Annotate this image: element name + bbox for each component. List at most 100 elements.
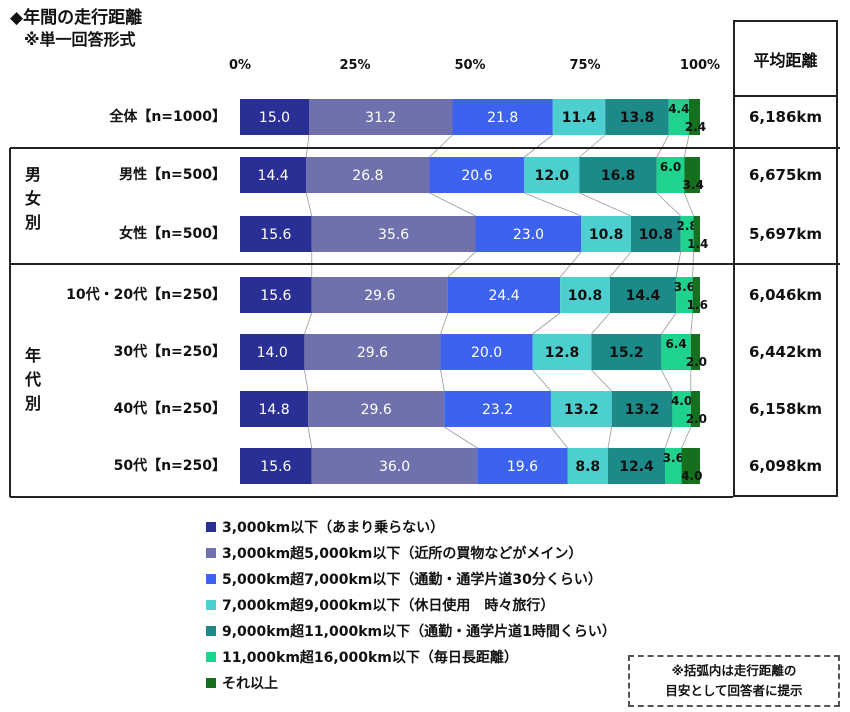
bar-segment xyxy=(680,216,694,252)
bar-segment xyxy=(631,216,681,252)
bar-segment xyxy=(690,334,700,370)
average-distance-total: 6,186km xyxy=(748,108,823,126)
legend-item: 11,000km超16,000km以下（毎日長距離） xyxy=(206,644,616,670)
data-label: 8.8 xyxy=(575,459,600,475)
data-label: 12.4 xyxy=(619,459,654,475)
series-connector-line xyxy=(661,369,673,392)
bar-segment xyxy=(684,157,700,193)
category-label-male: 男性【n=500】 xyxy=(119,167,226,183)
data-label: 10.8 xyxy=(589,227,624,243)
bar-segment xyxy=(668,99,689,135)
category-label-age-50: 50代【n=250】 xyxy=(113,458,226,474)
average-distance-female: 5,697km xyxy=(748,225,823,243)
data-label: 6.4 xyxy=(665,337,686,351)
category-label-female: 女性【n=500】 xyxy=(119,226,226,242)
data-label: 15.0 xyxy=(259,110,290,126)
bar-segment xyxy=(475,216,582,252)
data-label: 29.6 xyxy=(361,402,392,418)
bar-segment xyxy=(552,99,606,135)
legend-item: 7,000km超9,000km以下（休日使用 時々旅行） xyxy=(206,592,616,618)
bar-segment xyxy=(692,277,700,313)
x-tick-75: 75% xyxy=(569,58,601,73)
group-char: 別 xyxy=(24,213,41,232)
data-label: 2.8 xyxy=(676,219,697,233)
series-connector-line xyxy=(656,192,681,217)
group-char: 代 xyxy=(24,370,41,389)
bar-segment xyxy=(550,391,612,427)
legend-swatch xyxy=(206,574,216,584)
bar-segment xyxy=(661,334,691,370)
data-label: 14.4 xyxy=(258,168,289,184)
data-label: 36.0 xyxy=(379,459,410,475)
series-connector-line xyxy=(656,134,670,158)
bar-segment xyxy=(581,216,631,252)
bar-segment xyxy=(429,157,525,193)
data-label: 4.0 xyxy=(681,469,702,483)
bar-segment xyxy=(447,277,561,313)
bar-segment xyxy=(656,157,685,193)
series-connector-line xyxy=(307,426,313,449)
bar-segment xyxy=(477,448,568,484)
data-label: 29.6 xyxy=(357,345,388,361)
bar-segment xyxy=(306,157,430,193)
group-char: 男 xyxy=(24,165,41,184)
data-label: 12.8 xyxy=(545,345,580,361)
data-label: 6.0 xyxy=(660,160,681,174)
series-connector-line xyxy=(429,134,453,158)
legend-label: 11,000km超16,000km以下（毎日長距離） xyxy=(222,650,518,666)
data-label: 3.6 xyxy=(663,451,684,465)
bar-segment xyxy=(452,99,553,135)
series-connector-line xyxy=(532,369,552,392)
data-label: 23.0 xyxy=(513,227,544,243)
series-connector-line xyxy=(579,192,632,217)
bar-segment xyxy=(591,334,662,370)
bar-segment xyxy=(681,448,700,484)
bar-segment xyxy=(311,448,478,484)
average-distance-male: 6,675km xyxy=(748,166,823,184)
bar-segment xyxy=(240,391,309,427)
legend-swatch xyxy=(206,626,216,636)
average-distance-age-50: 6,098km xyxy=(748,457,823,475)
category-label-age-10-20: 10代・20代【n=250】 xyxy=(66,287,226,303)
series-connector-line xyxy=(579,134,606,158)
x-tick-50: 50% xyxy=(454,58,486,73)
footnote-box: ※括弧内は走行距離の 目安として回答者に提示 xyxy=(628,655,840,707)
data-label: 13.2 xyxy=(625,402,660,418)
legend-item: 9,000km超11,000km以下（通勤・通学片道1時間くらい） xyxy=(206,618,616,644)
bar-segment xyxy=(240,99,309,135)
bar-segment xyxy=(690,391,700,427)
bar-segment xyxy=(444,391,551,427)
legend-label: それ以上 xyxy=(222,676,278,692)
bar-segment xyxy=(560,277,610,313)
bar-segment xyxy=(309,99,453,135)
group-char: 別 xyxy=(24,394,41,413)
data-label: 16.8 xyxy=(601,168,636,184)
data-label: 4.0 xyxy=(671,394,692,408)
bar-segment xyxy=(524,157,580,193)
data-label: 15.6 xyxy=(260,288,291,304)
data-label: 31.2 xyxy=(365,110,396,126)
x-tick-25: 25% xyxy=(339,58,371,73)
legend-label: 5,000km超7,000km以下（通勤・通学片道30分くらい） xyxy=(222,572,602,588)
bar-segment xyxy=(240,277,312,313)
average-distance-panel: 平均距離 xyxy=(733,20,838,497)
bar-segment xyxy=(440,334,533,370)
data-label: 21.8 xyxy=(487,110,518,126)
bar-segment xyxy=(693,216,700,252)
bar-segment xyxy=(608,448,666,484)
x-tick-0: 0% xyxy=(228,58,252,73)
legend-swatch xyxy=(206,652,216,662)
x-tick-100: 100% xyxy=(679,58,721,73)
data-label: 13.2 xyxy=(564,402,599,418)
series-connector-line xyxy=(304,312,313,335)
data-label: 1.4 xyxy=(687,237,708,251)
average-distance-age-40: 6,158km xyxy=(748,400,823,418)
data-label: 2.0 xyxy=(686,355,707,369)
legend-item: 5,000km超7,000km以下（通勤・通学片道30分くらい） xyxy=(206,566,616,592)
bar-segment xyxy=(240,334,305,370)
data-label: 14.4 xyxy=(626,288,661,304)
data-label: 1.6 xyxy=(687,298,708,312)
bar-segment xyxy=(567,448,608,484)
series-connector-line xyxy=(440,369,445,392)
